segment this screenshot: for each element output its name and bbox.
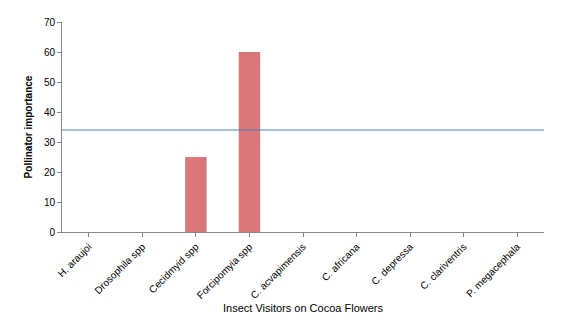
svg-text:0: 0 [49,227,55,238]
svg-text:C. acvapimensis: C. acvapimensis [248,241,308,301]
svg-text:60: 60 [44,47,56,58]
svg-text:Forcipomyia spp: Forcipomyia spp [195,241,255,301]
svg-text:Cecidmyid spp: Cecidmyid spp [147,241,201,295]
svg-text:70: 70 [44,17,56,28]
svg-text:Drosophila spp: Drosophila spp [92,241,147,296]
svg-text:C. clariventris: C. clariventris [418,241,469,292]
svg-text:10: 10 [44,197,56,208]
svg-text:P. megacephala: P. megacephala [464,241,522,299]
svg-text:C. depressa: C. depressa [369,241,415,287]
svg-text:30: 30 [44,137,56,148]
svg-text:C. africana: C. africana [320,241,362,283]
svg-text:H. araujoi: H. araujoi [56,241,94,279]
svg-text:Insect Visitors on Cocoa Flowe: Insect Visitors on Cocoa Flowers [223,302,383,314]
svg-text:50: 50 [44,77,56,88]
svg-text:40: 40 [44,107,56,118]
svg-text:Pollinator importance: Pollinator importance [23,75,34,178]
svg-text:20: 20 [44,167,56,178]
